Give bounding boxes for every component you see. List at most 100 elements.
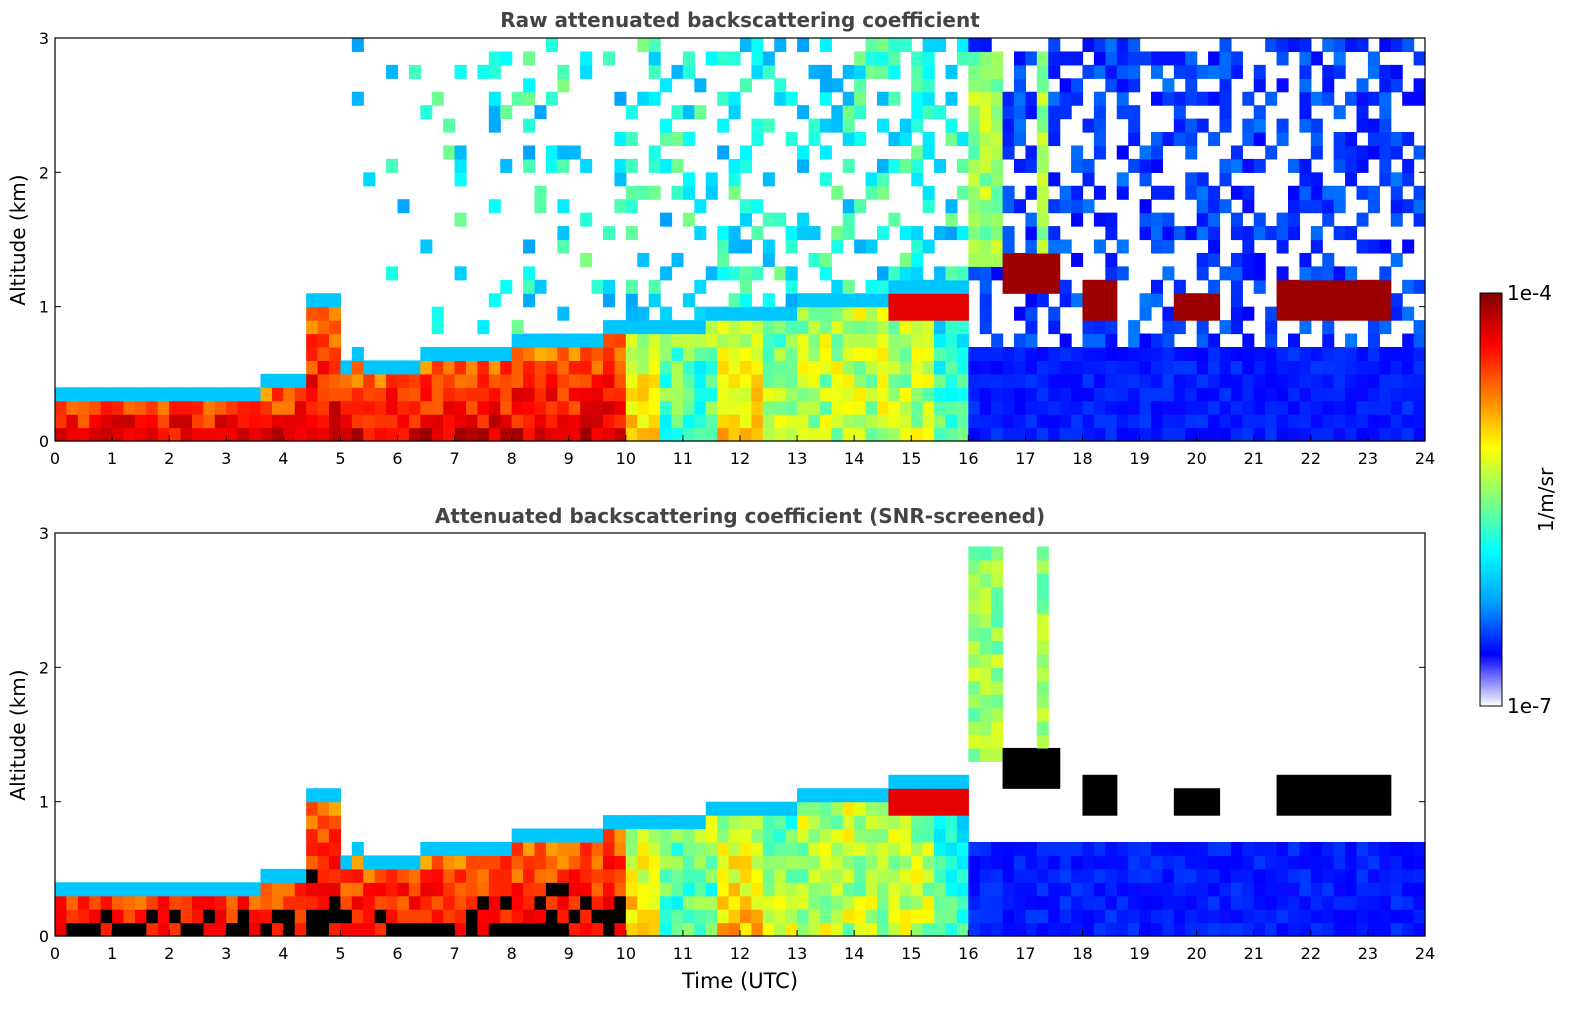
heatmap-cell — [979, 868, 992, 883]
heatmap-cell — [842, 373, 855, 388]
heatmap-cell — [237, 414, 250, 429]
heatmap-cell — [271, 882, 284, 897]
heatmap-cell — [454, 427, 467, 442]
heatmap-cell — [1036, 909, 1049, 924]
heatmap-cell — [934, 909, 947, 924]
heatmap-cell — [911, 387, 924, 402]
heatmap-cell — [374, 895, 387, 910]
heatmap-cell — [1230, 868, 1243, 883]
heatmap-cell — [877, 828, 890, 843]
heatmap-cell — [1014, 868, 1027, 883]
heatmap-cell — [637, 922, 650, 937]
heatmap-cell — [614, 400, 627, 415]
heatmap-cell — [1036, 640, 1049, 655]
heatmap-cell — [968, 841, 981, 856]
heatmap-cell — [877, 922, 890, 937]
heatmap-cell — [420, 360, 433, 375]
heatmap-cell — [1288, 387, 1301, 402]
heatmap-cell — [1173, 868, 1186, 883]
heatmap-cell — [774, 212, 787, 227]
heatmap-cell — [922, 414, 935, 429]
heatmap-cell — [1025, 145, 1038, 160]
heatmap-cell — [785, 427, 798, 442]
heatmap-cell — [831, 306, 844, 321]
heatmap-cell — [1208, 185, 1221, 200]
heatmap-cell — [157, 427, 170, 442]
heatmap-cell — [637, 91, 650, 106]
heatmap-cell — [979, 600, 992, 615]
x-tick-label: 0 — [50, 449, 60, 468]
heatmap-cell — [956, 158, 969, 173]
heatmap-cell — [717, 226, 730, 241]
heatmap-cell — [1356, 373, 1369, 388]
heatmap-cell — [226, 414, 239, 429]
heatmap-cell — [1379, 788, 1392, 803]
heatmap-cell — [1253, 158, 1266, 173]
heatmap-cell — [614, 333, 627, 348]
heatmap-cell — [1265, 145, 1278, 160]
heatmap-cell — [979, 64, 992, 79]
heatmap-cell — [797, 414, 810, 429]
heatmap-cell — [1333, 105, 1346, 120]
heatmap-cell — [740, 38, 753, 53]
heatmap-cell — [466, 387, 479, 402]
heatmap-cell — [819, 828, 832, 843]
heatmap-cell — [991, 559, 1004, 574]
heatmap-cell — [808, 828, 821, 843]
heatmap-cell — [1116, 346, 1129, 361]
heatmap-cell — [1082, 333, 1095, 348]
heatmap-cell — [1025, 293, 1038, 308]
heatmap-cell — [1196, 855, 1209, 870]
heatmap-cell — [797, 293, 810, 308]
heatmap-cell — [1151, 333, 1164, 348]
heatmap-cell — [386, 895, 399, 910]
heatmap-cell — [603, 922, 616, 937]
heatmap-cell — [637, 333, 650, 348]
heatmap-cell — [1173, 882, 1186, 897]
heatmap-cell — [1310, 226, 1323, 241]
heatmap-cell — [819, 333, 832, 348]
heatmap-cell — [523, 279, 536, 294]
heatmap-cell — [625, 414, 638, 429]
heatmap-cell — [1059, 882, 1072, 897]
heatmap-cell — [979, 239, 992, 254]
heatmap-cell — [899, 38, 912, 53]
heatmap-cell — [785, 922, 798, 937]
heatmap-cell — [271, 400, 284, 415]
heatmap-cell — [568, 400, 581, 415]
heatmap-cell — [1379, 118, 1392, 133]
heatmap-cell — [956, 427, 969, 442]
heatmap-cell — [1367, 909, 1380, 924]
heatmap-cell — [55, 895, 68, 910]
heatmap-cell — [1185, 293, 1198, 308]
heatmap-cell — [591, 922, 604, 937]
heatmap-cell — [785, 828, 798, 843]
heatmap-cell — [1367, 841, 1380, 856]
heatmap-cell — [1036, 559, 1049, 574]
heatmap-cell — [466, 414, 479, 429]
heatmap-cell — [1265, 333, 1278, 348]
heatmap-cell — [1036, 360, 1049, 375]
heatmap-cell — [1379, 346, 1392, 361]
heatmap-cell — [1402, 360, 1415, 375]
heatmap-cell — [1288, 774, 1301, 789]
heatmap-cell — [1276, 922, 1289, 937]
heatmap-cell — [1390, 252, 1403, 267]
heatmap-cell — [1379, 909, 1392, 924]
heatmap-cell — [968, 360, 981, 375]
heatmap-cell — [934, 266, 947, 281]
heatmap-cell — [431, 373, 444, 388]
heatmap-cell — [877, 855, 890, 870]
heatmap-cell — [580, 212, 593, 227]
heatmap-cell — [1059, 199, 1072, 214]
heatmap-cell — [1299, 199, 1312, 214]
heatmap-cell — [192, 922, 205, 937]
heatmap-cell — [1253, 855, 1266, 870]
heatmap-cell — [603, 320, 616, 335]
heatmap-cell — [1002, 882, 1015, 897]
heatmap-cell — [968, 640, 981, 655]
heatmap-cell — [340, 414, 353, 429]
heatmap-cell — [1128, 360, 1141, 375]
heatmap-cell — [888, 882, 901, 897]
heatmap-cell — [1036, 707, 1049, 722]
